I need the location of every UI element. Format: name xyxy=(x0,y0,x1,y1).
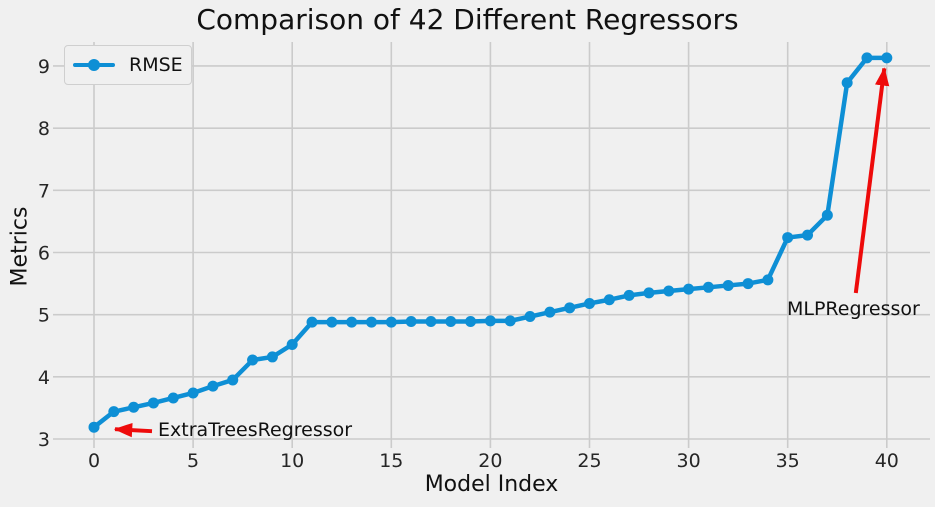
legend-line-sample xyxy=(73,59,115,71)
y-tick-label: 7 xyxy=(38,180,50,202)
data-point-marker xyxy=(643,287,655,299)
data-point-marker xyxy=(266,351,278,363)
data-point-marker xyxy=(881,52,893,64)
data-point-marker xyxy=(385,316,397,328)
data-point-marker xyxy=(603,294,615,306)
y-tick-label: 3 xyxy=(38,429,50,451)
x-tick-label: 30 xyxy=(677,450,701,472)
x-tick-label: 0 xyxy=(88,450,100,472)
data-point-marker xyxy=(445,315,457,327)
data-point-marker xyxy=(802,229,814,241)
data-point-marker xyxy=(405,315,417,327)
x-tick-label: 5 xyxy=(187,450,199,472)
data-point-marker xyxy=(346,316,358,328)
y-tick-label: 6 xyxy=(38,242,50,264)
annotation-arrow-extratrees xyxy=(113,422,153,438)
data-point-marker xyxy=(584,297,595,309)
data-point-marker xyxy=(425,315,437,327)
data-point-marker xyxy=(108,406,120,418)
data-point-marker xyxy=(841,77,853,89)
data-point-marker xyxy=(861,52,873,64)
data-point-marker xyxy=(128,401,140,413)
data-point-marker xyxy=(782,232,794,244)
data-point-marker xyxy=(564,302,576,314)
data-point-marker xyxy=(465,315,477,327)
y-tick-label: 9 xyxy=(38,56,50,78)
x-tick-label: 15 xyxy=(379,450,403,472)
legend: RMSE xyxy=(64,45,192,85)
data-point-marker xyxy=(762,274,774,286)
data-point-marker xyxy=(504,315,516,327)
annotation-mlpregressor: MLPRegressor xyxy=(787,298,920,320)
x-axis-label: Model Index xyxy=(424,472,559,497)
data-point-marker xyxy=(524,311,536,323)
data-point-marker xyxy=(742,278,754,290)
y-tick-label: 8 xyxy=(38,118,50,140)
x-tick-label: 20 xyxy=(478,450,502,472)
annotation-extratreesregressor: ExtraTreesRegressor xyxy=(158,419,353,441)
x-tick-label: 10 xyxy=(280,450,304,472)
data-point-marker xyxy=(88,421,100,433)
data-point-marker xyxy=(683,283,695,295)
legend-marker-icon xyxy=(88,59,100,71)
y-axis-label: Metrics xyxy=(7,206,33,287)
data-point-marker xyxy=(821,209,833,221)
data-point-marker xyxy=(544,306,556,318)
data-point-marker xyxy=(306,316,318,328)
x-tick-label: 40 xyxy=(875,450,899,472)
data-point-marker xyxy=(286,339,298,351)
data-point-marker xyxy=(167,392,179,404)
x-tick-label: 25 xyxy=(577,450,601,472)
data-point-marker xyxy=(326,316,338,328)
data-point-marker xyxy=(663,285,675,297)
y-tick-label: 5 xyxy=(38,305,50,327)
data-point-marker xyxy=(702,281,714,293)
data-point-marker xyxy=(247,354,259,366)
annotation-arrow-mlp xyxy=(853,67,890,294)
chart-title: Comparison of 42 Different Regressors xyxy=(196,3,739,36)
x-tick-label: 35 xyxy=(776,450,800,472)
data-point-marker xyxy=(484,315,496,327)
data-point-marker xyxy=(187,387,199,399)
legend-label: RMSE xyxy=(129,54,183,76)
data-point-marker xyxy=(227,374,239,386)
data-point-marker xyxy=(722,279,734,291)
data-point-marker xyxy=(147,397,159,409)
y-tick-label: 4 xyxy=(38,367,50,389)
data-point-marker xyxy=(365,316,377,328)
data-point-marker xyxy=(207,380,219,392)
data-point-marker xyxy=(623,289,635,301)
